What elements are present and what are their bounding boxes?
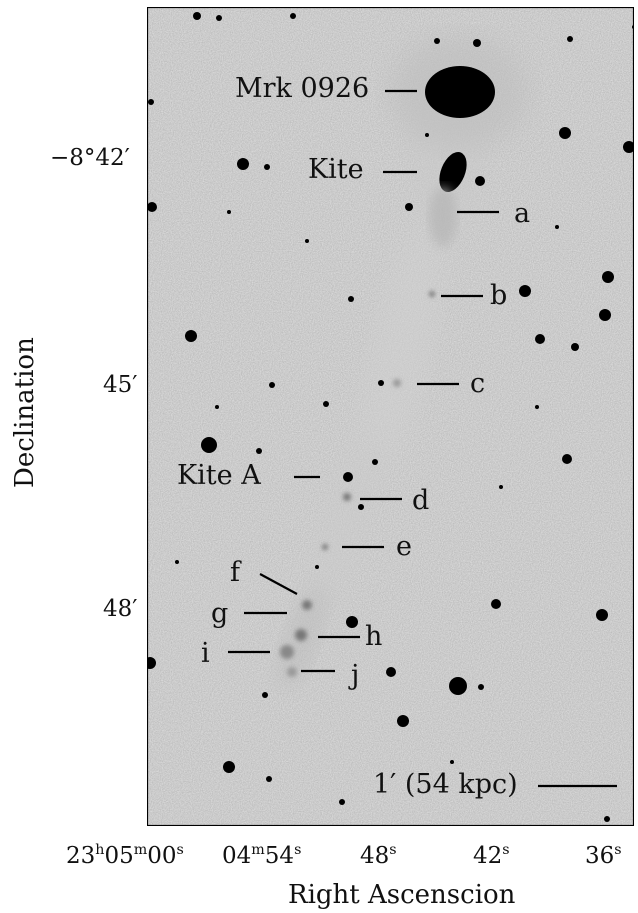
label-i: i <box>201 638 210 669</box>
label-d: d <box>412 485 430 516</box>
y-tick-label: 48′ <box>103 596 138 622</box>
label-h: h <box>365 621 383 652</box>
field-stars <box>147 12 634 822</box>
kite-galaxy <box>429 152 467 247</box>
leader-f <box>259 573 298 595</box>
label-e: e <box>396 531 412 562</box>
x-tick-label: 23h05m00s <box>66 842 184 869</box>
y-tick-label: 45′ <box>103 372 138 398</box>
label-g: g <box>211 598 229 629</box>
y-axis-title: Declination <box>10 337 40 488</box>
label-kite-a: Kite A <box>177 460 261 491</box>
label-b: b <box>490 280 508 311</box>
scale-bar-label: 1′ (54 kpc) <box>373 769 518 800</box>
x-tick-label: 36s <box>585 842 622 869</box>
x-tick-label: 42s <box>473 842 510 869</box>
mrk-0926-galaxy <box>389 36 529 148</box>
x-tick-label: 04m54s <box>222 842 302 869</box>
label-c: c <box>470 368 486 399</box>
label-kite: Kite <box>308 154 364 185</box>
x-tick-label: 48s <box>360 842 397 869</box>
x-axis-title: Right Ascenscion <box>288 880 516 910</box>
plot-frame <box>147 7 634 826</box>
label-mrk-0926: Mrk 0926 <box>235 73 370 104</box>
y-tick-label: −8°42′ <box>50 145 130 171</box>
label-a: a <box>514 198 531 229</box>
tail-knots <box>280 291 435 677</box>
sky-image <box>147 7 634 826</box>
label-f: f <box>230 557 240 588</box>
label-j: j <box>351 660 360 691</box>
label-leader-lines <box>228 89 617 788</box>
